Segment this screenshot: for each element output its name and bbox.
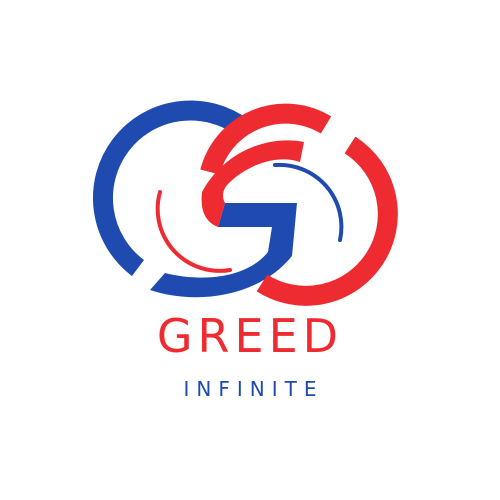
blue-g-hook	[150, 203, 297, 298]
brand-name: GREED	[156, 309, 344, 363]
red-ring-outer-arc	[256, 136, 398, 306]
brand-tagline: INFINITE	[183, 377, 324, 401]
red-inner-arc	[155, 190, 232, 273]
red-g-stem	[201, 140, 304, 227]
blue-ring-outer-arc	[93, 100, 249, 276]
blue-inner-arc	[273, 162, 344, 242]
red-ring-top-arc	[200, 103, 332, 175]
